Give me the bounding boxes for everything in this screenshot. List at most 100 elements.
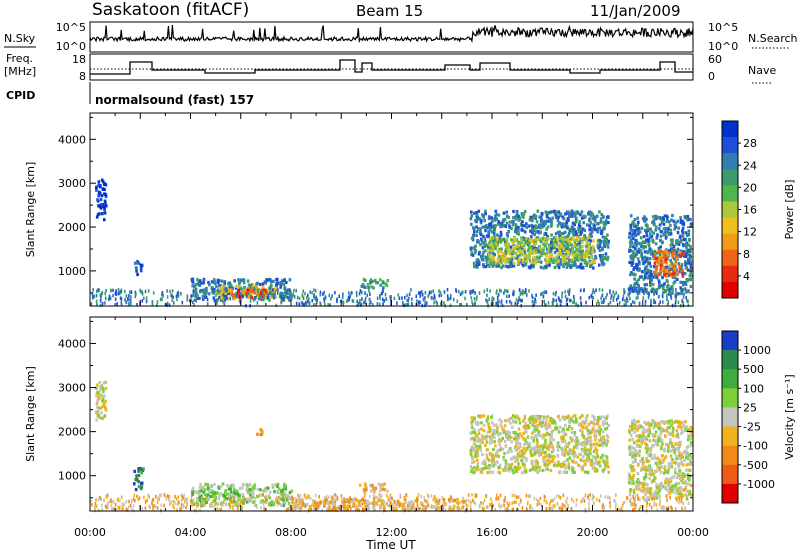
power-ground-cell-574 xyxy=(253,288,255,292)
power-cell-8-109 xyxy=(632,251,636,255)
velocity-cell-6-457 xyxy=(571,470,575,474)
velocity-cell-6-705 xyxy=(582,442,586,446)
power-cell-6-300 xyxy=(481,225,485,229)
power-cell-8-509 xyxy=(663,282,666,286)
power-cell-7-298 xyxy=(582,237,586,241)
power-cell-7-306 xyxy=(541,249,544,253)
power-ground-cell-291 xyxy=(329,303,331,307)
velocity-cell-7-358 xyxy=(641,461,645,465)
power-ground-cell-584 xyxy=(624,290,626,294)
power-cell-8-167 xyxy=(640,275,644,279)
velocity-cell-7-143 xyxy=(658,435,662,439)
power-cell-6-570 xyxy=(607,220,610,225)
power-ground-cell-364 xyxy=(677,300,680,305)
velocity-cell-7-404 xyxy=(641,432,645,436)
power-cell-9-4 xyxy=(659,265,663,269)
velocity-cell-7-450 xyxy=(648,451,652,455)
power-ground-cell-385 xyxy=(129,290,131,294)
power-cell-7-102 xyxy=(499,240,503,244)
power-cell-8-359 xyxy=(646,224,649,228)
velocity-cell-6-150 xyxy=(487,458,491,462)
velocity-cell-6-222 xyxy=(505,435,508,439)
velocity-cell-6-512 xyxy=(598,460,601,464)
velocity-cell-2-167 xyxy=(281,492,285,496)
power-cell-7-254 xyxy=(548,253,552,257)
power-cell-7-290 xyxy=(567,250,571,254)
power-cell-8-282 xyxy=(671,263,674,267)
velocity-cell-7-491 xyxy=(653,434,657,438)
power-cell-8-393 xyxy=(669,238,673,242)
velocity-cell-6-296 xyxy=(486,415,490,419)
velocity-cell-6-758 xyxy=(471,460,474,465)
velocity-cell-7-224 xyxy=(630,469,634,473)
power-cell-8-461 xyxy=(650,234,654,238)
power-cell-6-757 xyxy=(472,227,476,231)
power-cell-6-251 xyxy=(557,263,561,267)
velocity-cell-7-338 xyxy=(652,472,655,476)
velocity-cell-2-41 xyxy=(200,494,203,498)
velocity-cell-2-91 xyxy=(266,486,270,490)
velocity-cell-6-257 xyxy=(511,414,515,418)
power-cell-0-38 xyxy=(95,188,98,192)
velocity-cell-7-221 xyxy=(689,483,693,488)
power-cell-8-352 xyxy=(640,287,643,292)
velocity-cell-6-125 xyxy=(605,434,609,438)
power-cell-6-741 xyxy=(479,227,482,231)
velocity-cell-6-856 xyxy=(496,430,499,434)
power-cell-8-534 xyxy=(669,267,672,271)
power-cell-6-353 xyxy=(604,237,607,242)
velocity-cell-2-147 xyxy=(233,487,236,491)
power-ground-cell-324 xyxy=(213,298,216,303)
power-cell-8-146 xyxy=(681,226,685,231)
velocity-cell-6-320 xyxy=(490,459,494,463)
power-ground-cell-645 xyxy=(618,301,621,305)
power-ground-cell-609 xyxy=(364,301,367,305)
velocity-cell-6-435 xyxy=(506,468,509,472)
power-cell-6-712 xyxy=(566,217,570,221)
power-ground-cell-670 xyxy=(436,301,438,306)
power-cell-6-21 xyxy=(482,234,485,238)
power-cell-2-142 xyxy=(242,281,246,285)
velocity-cell-6-78 xyxy=(504,465,507,469)
power-ground-cell-633 xyxy=(369,292,371,296)
power-cell-5-11 xyxy=(373,278,377,283)
power-cell-2-200 xyxy=(258,282,262,287)
velocity-cell-5-196 xyxy=(410,500,414,504)
velocity-cell-2-124 xyxy=(209,488,212,492)
power-cell-8-316 xyxy=(661,240,664,244)
power-cell-8-462 xyxy=(673,257,676,261)
power-ground-cell-406 xyxy=(635,296,638,300)
power-cell-8-418 xyxy=(670,218,673,222)
velocity-cell-5-23 xyxy=(410,503,414,508)
velocity-cell-7-487 xyxy=(646,490,650,494)
velocity-cell-2-12 xyxy=(270,503,273,507)
power-cell-6-861 xyxy=(549,218,553,222)
power-cell-7-48 xyxy=(592,244,595,249)
power-cell-8-363 xyxy=(643,215,646,219)
power-cell-6-638 xyxy=(517,228,520,232)
power-ground-cell-458 xyxy=(646,288,648,292)
velocity-cell-2-5 xyxy=(200,489,203,493)
power-cell-7-162 xyxy=(490,258,494,262)
power-cell-6-101 xyxy=(529,229,532,233)
power-ground-cell-262 xyxy=(368,288,370,293)
power-cell-6-639 xyxy=(496,233,499,237)
velocity-cell-6-713 xyxy=(482,414,486,418)
velocity-cell-7-376 xyxy=(654,456,657,460)
power-ground-cell-84 xyxy=(424,303,426,308)
power-ground-cell-238 xyxy=(555,298,558,303)
power-ground-cell-151 xyxy=(573,297,576,301)
velocity-cell-6-137 xyxy=(557,460,560,464)
power-cell-7-97 xyxy=(523,247,526,251)
velocity-cell-7-296 xyxy=(677,481,681,485)
power-ground-cell-414 xyxy=(308,301,311,305)
power-ground-cell-325 xyxy=(545,303,547,307)
velocity-cell-0-47 xyxy=(95,411,98,415)
power-cell-6-801 xyxy=(600,230,604,234)
power-cell-6-510 xyxy=(524,263,528,267)
power-cell-2-50 xyxy=(283,287,286,291)
power-ground-cell-194 xyxy=(408,296,410,301)
velocity-cell-6-329 xyxy=(476,447,479,451)
velocity-cell-5-101 xyxy=(414,499,417,503)
power-cell-8-483 xyxy=(645,230,648,234)
